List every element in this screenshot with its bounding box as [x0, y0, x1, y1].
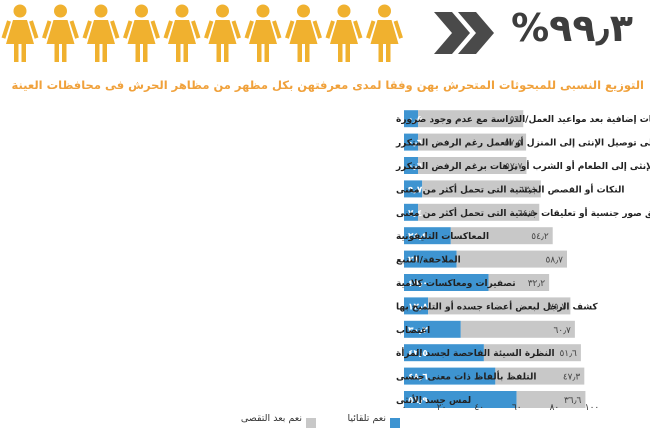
bar-auto	[404, 110, 418, 128]
data-label-after: ٣٢٫٢	[528, 279, 546, 289]
data-label-auto: ٣٠٫٢	[408, 326, 428, 336]
data-label-after: ٥٨٫٧	[546, 256, 564, 266]
data-label-auto: ٧٫٤	[408, 209, 422, 219]
x-tick-label: ٨٠	[550, 403, 560, 413]
bar-after	[488, 274, 550, 291]
data-label-auto: ٤٨٫٦	[408, 373, 428, 383]
data-label-after: ٥١٫٦	[559, 349, 577, 359]
female-icon	[366, 4, 403, 62]
bar-auto	[404, 203, 418, 221]
category-label: لمس جسد الأنثى	[396, 394, 471, 406]
bar-after	[418, 203, 540, 221]
category-label: الإصرار على توصيل الإنثى إلى المنزل أو ا…	[395, 137, 650, 149]
data-label-auto: ٠٫٥	[408, 115, 422, 125]
female-icon	[325, 4, 363, 62]
data-label-auto: ٤٢٫٥	[408, 349, 428, 359]
headline-percentage: ٩٩٫٣%	[511, 6, 633, 50]
data-label-after: ٦٤٫٥	[518, 209, 536, 219]
female-icon	[42, 4, 79, 62]
x-tick-label: ٤٠	[474, 403, 484, 413]
data-label-auto: ٠٫٦	[408, 162, 423, 172]
data-label-auto: ٤٥٫٠	[408, 279, 428, 289]
data-label-after: ٤٧٫٣	[563, 373, 581, 383]
data-label-auto: ٠٫٦	[408, 139, 423, 149]
female-icon	[123, 4, 160, 62]
bar-auto	[404, 250, 457, 268]
bar-auto	[404, 157, 418, 174]
bar-after	[483, 344, 581, 362]
x-tick-label: ٢٠	[437, 403, 447, 413]
data-label-after: ٦٠٫٧	[553, 326, 571, 336]
x-tick-label: ١٠٠	[585, 403, 600, 413]
data-label-after: ٥٦	[510, 115, 520, 125]
bar-auto	[404, 180, 423, 198]
female-icon	[204, 4, 241, 62]
legend-swatch-auto	[390, 418, 400, 428]
category-label: الملاحقة/التتبع	[396, 256, 461, 266]
category-label: المعاكسات التليفونية	[396, 232, 489, 242]
category-label: الإصرار على دعوة الإنثى إلى الطعام أو ال…	[395, 160, 650, 172]
double-chevron-icon	[434, 12, 494, 54]
female-icon	[163, 4, 201, 62]
x-tick-label: ٠	[402, 403, 407, 413]
legend-swatch-after	[306, 418, 316, 428]
bar-after	[428, 297, 571, 315]
bar-auto	[404, 227, 451, 245]
x-tick-label: ٦٠	[512, 403, 522, 413]
data-label-after: ٧٥٫٧	[549, 302, 567, 312]
data-label-after: ٣٦٫٦	[564, 396, 582, 406]
category-label: تصفيرات ومعاكسات كلامية	[396, 279, 516, 289]
category-label: التلفظ بألفاظ ذات معنى جنسى	[396, 371, 536, 383]
category-label: اغتصاب	[396, 326, 430, 336]
bar-after	[422, 180, 541, 198]
bar-auto	[404, 320, 461, 338]
data-label-after: ٥٤٫٢	[531, 232, 549, 242]
data-label-auto: ٢٤٫٩	[408, 232, 428, 242]
bar-auto	[404, 297, 429, 315]
chart-title: التوزيع النسبى للمبحوثات المتحرش بهن وفق…	[11, 78, 644, 92]
bar-after	[418, 110, 524, 128]
female-icon	[1, 4, 39, 62]
female-icon	[82, 4, 120, 62]
data-label-after: ٥٧٫٧	[505, 162, 523, 172]
female-icon	[285, 4, 322, 62]
category-label: طلب أن تعمل/تبقى ساعات إضافية بعد مواعيد…	[396, 113, 650, 125]
bar-after	[456, 250, 567, 268]
infographic-header: ٩٩٫٣%	[0, 0, 650, 70]
legend-label-auto: نعم تلقائيا	[347, 413, 386, 424]
data-label-auto: ٢٨	[408, 256, 419, 266]
bar-after	[460, 320, 575, 338]
data-label-after: ٥٧٫٥	[505, 139, 523, 149]
data-label-auto: ٥٩٫٩	[408, 396, 428, 406]
bar-after	[450, 227, 553, 245]
bar-auto	[404, 274, 489, 291]
bar-after	[495, 367, 585, 385]
legend-label-after: نعم بعد التقصى	[240, 413, 302, 424]
female-icon	[244, 4, 282, 62]
data-label-auto: ١٢٫٨	[408, 302, 428, 312]
bar-after	[418, 157, 527, 174]
bar-auto	[404, 133, 418, 151]
category-label: كشف الرجل لبعض أعضاء جسده أو التلميح بها	[396, 300, 598, 312]
category-label: النظرة السيئة الفاحصة لجسد المرأة	[396, 347, 555, 359]
data-label-auto: ٩٫٧	[408, 185, 423, 195]
bar-auto	[404, 344, 484, 362]
bar-auto	[404, 367, 496, 385]
bar-after	[418, 133, 527, 151]
data-label-after: ٦٣٫١	[519, 185, 536, 195]
bar-after	[516, 391, 586, 408]
category-label: تعليق صور جنسية أو تعليقات جنسية التى تح…	[396, 207, 650, 219]
bar-auto	[404, 391, 517, 408]
category-label: النكات أو القصص الجنسية التى تحمل أكثر م…	[396, 183, 624, 195]
female-icons-row	[1, 4, 403, 62]
